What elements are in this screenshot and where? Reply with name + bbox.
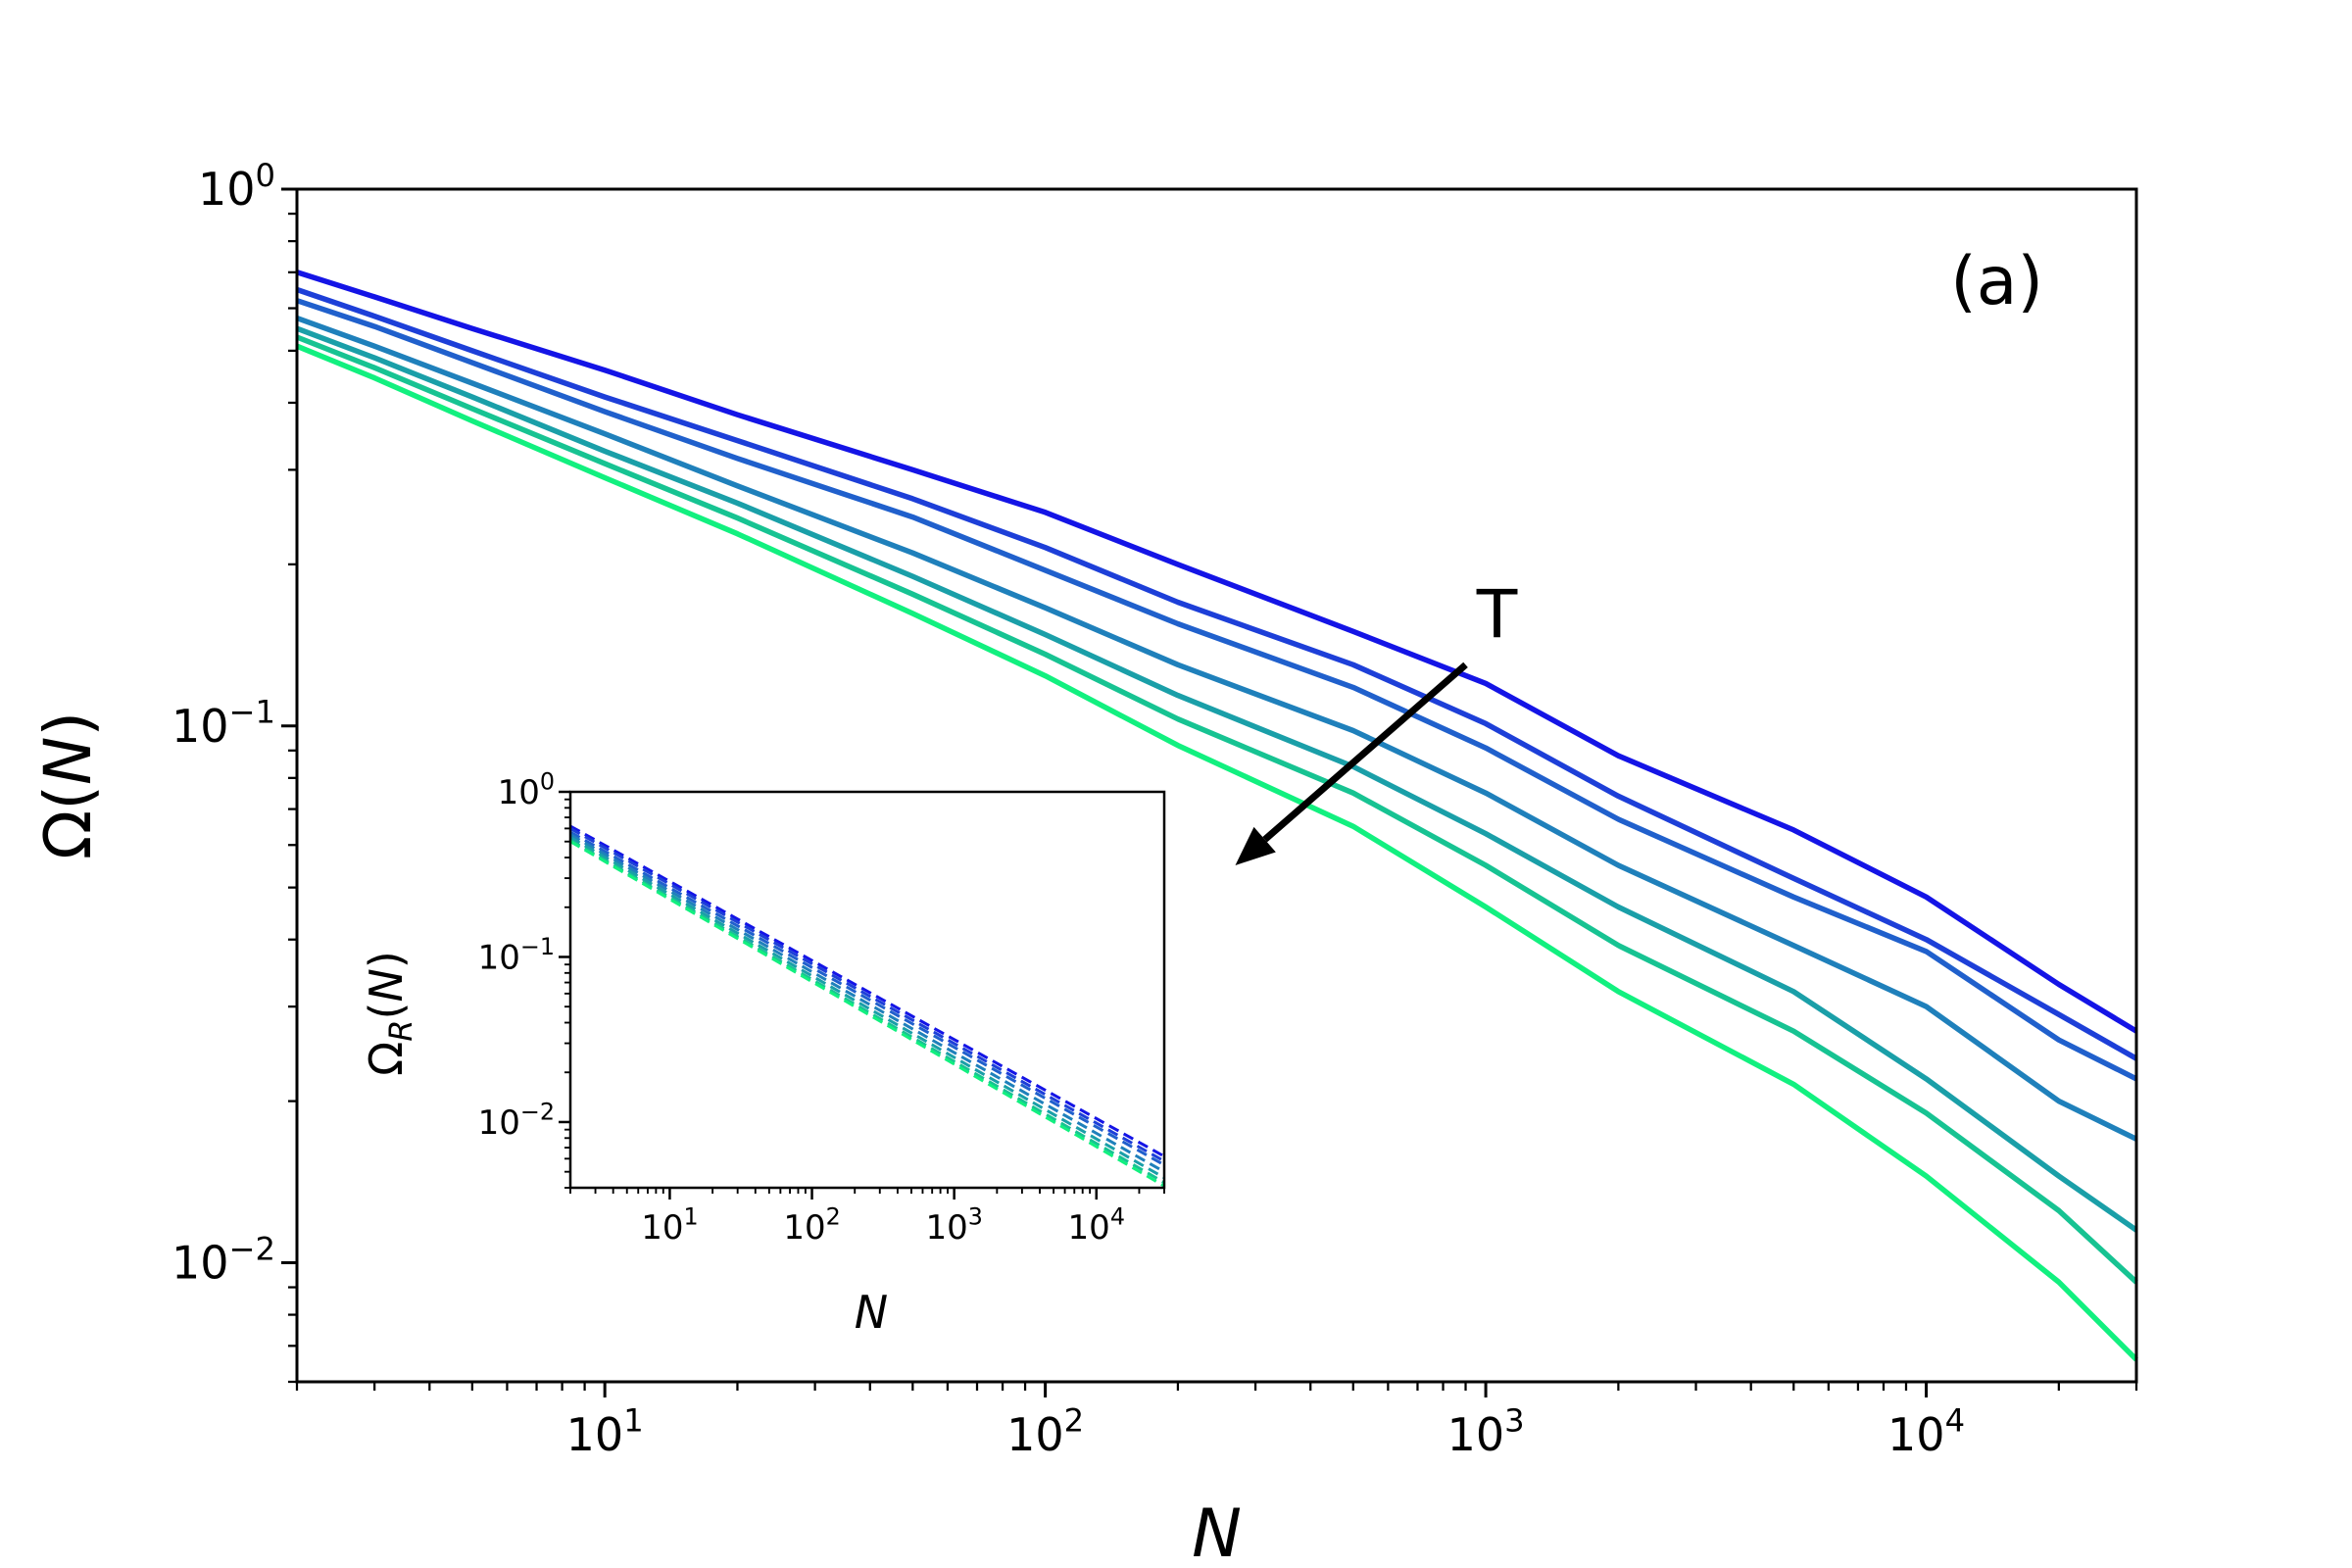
main-x-tick-label-2-exp: 2 [1064,1402,1084,1440]
main-x-tick-label-2-base: 10 [1006,1408,1064,1461]
main-y-tick-label-1-exp: 0 [256,157,275,194]
inset-y-tick-label-2-exp: −1 [520,933,555,960]
inset-y-axis-label-open: ( [360,1003,413,1020]
inset-x-tick-label-4-base: 10 [1068,1208,1110,1248]
inset-y-axis-label-symbol: Ω [360,1042,413,1076]
y-axis-label-var: N [30,737,106,785]
annotation-label: T [1476,576,1518,654]
inset-y-tick-label-1-exp: 0 [540,768,555,796]
inset-x-tick-label-4-exp: 4 [1110,1203,1125,1231]
y-axis-label-symbol: Ω( [30,785,106,859]
inset-y-axis-label: ΩR(N) [360,951,419,1076]
inset-y-axis-label-var: N [360,968,413,1002]
main-y-tick-label-2-base: 10 [172,700,229,753]
inset-x-tick-label-3-base: 10 [925,1208,967,1248]
main-x-tick-label-1-base: 10 [566,1408,624,1461]
main-x-tick-label-4-exp: 4 [1945,1402,1965,1440]
inset-x-tick-label-2-base: 10 [783,1208,825,1248]
main-x-tick-label-3-base: 10 [1447,1408,1505,1461]
x-axis-label: N [1192,1495,1242,1568]
inset-x-tick-label-1-exp: 1 [683,1203,698,1231]
main-y-tick-label-3-base: 10 [172,1237,229,1290]
inset-x-axis-label: N [855,1286,888,1339]
y-axis-label-close: ) [30,711,106,737]
main-x-tick-label-3-exp: 3 [1504,1402,1524,1440]
inset-x-tick-label-3-exp: 3 [968,1203,983,1231]
main-x-tick-label-1-exp: 1 [623,1402,643,1440]
figure-background [0,0,2352,1568]
inset-y-tick-label-2-base: 10 [478,938,520,977]
inset-y-tick-label-1-base: 10 [498,773,540,812]
y-axis-label: Ω(N) [30,711,106,859]
main-y-tick-label-2-exp: −1 [229,694,275,731]
inset-y-axis-label-close: ) [360,951,413,968]
main-y-tick-label-3-exp: −2 [229,1230,275,1267]
inset-y-axis-label-sub: R [382,1019,419,1041]
inset-y-tick-label-3-base: 10 [478,1103,520,1143]
panel-label: (a) [1950,243,2043,320]
main-x-tick-label-4-base: 10 [1887,1408,1945,1461]
figure: 101 102 103 10410010−110−2NΩ(N)(a)T 101 102 1… [0,0,2352,1568]
main-y-tick-label-1-base: 10 [198,163,256,216]
inset-x-tick-label-1-base: 10 [641,1208,683,1248]
inset-y-tick-label-3-exp: −2 [520,1099,555,1126]
inset-x-tick-label-2-exp: 2 [826,1203,841,1231]
